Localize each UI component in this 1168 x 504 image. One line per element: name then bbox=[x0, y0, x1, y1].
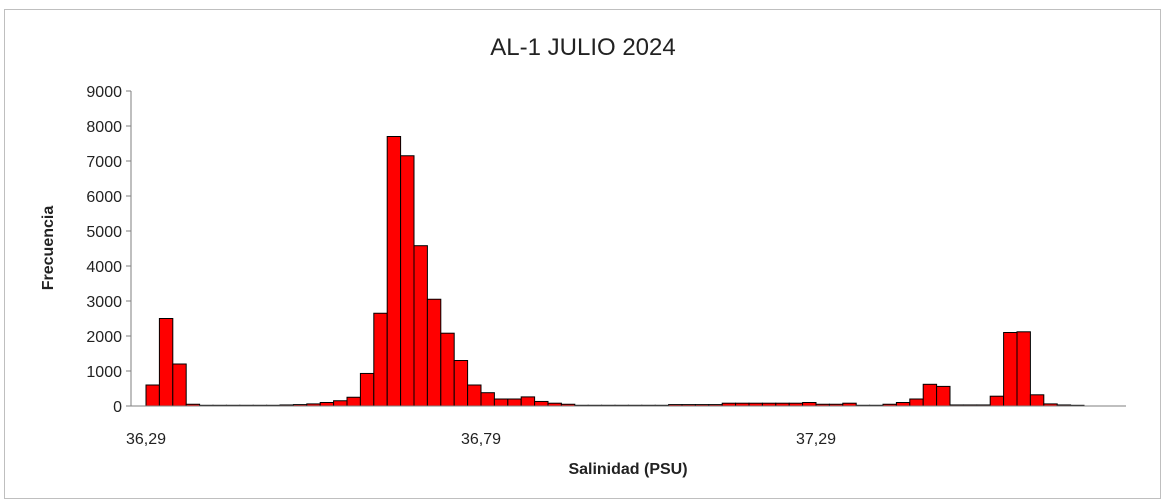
bars-group bbox=[145, 136, 1085, 407]
histogram-bar bbox=[520, 396, 536, 407]
histogram-bar bbox=[467, 384, 482, 407]
histogram-bar bbox=[359, 372, 375, 407]
y-axis-title: Frecuencia bbox=[40, 206, 57, 291]
histogram-bar bbox=[507, 398, 522, 407]
x-axis-ticks: 36,29 36,79 37,29 bbox=[126, 431, 836, 448]
y-tick-label: 6000 bbox=[86, 189, 122, 206]
histogram-bar bbox=[346, 396, 361, 407]
histogram-bar bbox=[453, 360, 469, 407]
histogram-bar bbox=[145, 384, 160, 407]
histogram-bar bbox=[426, 298, 442, 407]
y-tick-label: 8000 bbox=[86, 119, 122, 136]
chart-frame bbox=[4, 9, 1161, 499]
histogram-bar bbox=[1029, 394, 1045, 407]
histogram-bar bbox=[413, 245, 428, 407]
y-tick-label: 5000 bbox=[86, 224, 122, 241]
y-tick-label: 2000 bbox=[86, 329, 122, 346]
histogram-bar bbox=[333, 400, 348, 407]
y-tick-label: 0 bbox=[113, 399, 122, 416]
y-tick-label: 7000 bbox=[86, 154, 122, 171]
x-tick-label: 36,29 bbox=[126, 431, 166, 448]
y-tick-label: 9000 bbox=[86, 84, 122, 101]
histogram-bar bbox=[922, 383, 938, 407]
y-tick-label: 1000 bbox=[86, 364, 122, 381]
histogram-bar bbox=[802, 402, 817, 407]
x-tick-label: 36,79 bbox=[461, 431, 501, 448]
y-tick-label: 3000 bbox=[86, 294, 122, 311]
x-axis-title: Salinidad (PSU) bbox=[568, 461, 687, 478]
histogram-bar bbox=[909, 398, 924, 407]
histogram-bar bbox=[172, 363, 187, 407]
histogram-bar bbox=[1003, 332, 1018, 407]
y-axis-ticks: 0 1000 2000 3000 4000 5000 6000 7000 8000 9000 bbox=[86, 84, 131, 416]
histogram-bar bbox=[493, 398, 509, 407]
histogram-bar bbox=[373, 312, 388, 407]
histogram-bar bbox=[1016, 331, 1031, 407]
histogram-bar bbox=[400, 155, 415, 407]
chart-title: AL-1 JULIO 2024 bbox=[490, 34, 675, 61]
histogram-bar bbox=[534, 400, 549, 407]
histogram-bar bbox=[158, 318, 174, 407]
histogram-bar bbox=[386, 136, 402, 407]
histogram-bar bbox=[440, 332, 455, 407]
histogram-bar bbox=[480, 392, 495, 407]
histogram-bar bbox=[936, 385, 951, 407]
histogram-bar bbox=[989, 395, 1005, 407]
histogram-bar bbox=[319, 402, 335, 407]
y-tick-label: 4000 bbox=[86, 259, 122, 276]
x-tick-label: 37,29 bbox=[796, 431, 836, 448]
histogram-bar bbox=[895, 402, 911, 407]
